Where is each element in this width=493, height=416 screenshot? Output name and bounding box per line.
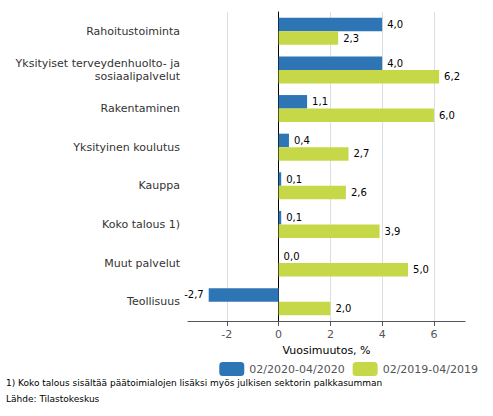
svg-text:4,0: 4,0 xyxy=(387,58,403,69)
svg-text:6,2: 6,2 xyxy=(444,71,460,82)
svg-text:Muut palvelut: Muut palvelut xyxy=(104,257,180,270)
svg-text:0,1: 0,1 xyxy=(286,212,302,223)
svg-text:1) Koko talous sisältää päätoi: 1) Koko talous sisältää päätoimialojen l… xyxy=(6,378,382,388)
svg-text:02/2020-04/2020: 02/2020-04/2020 xyxy=(249,363,344,376)
svg-text:0: 0 xyxy=(275,328,282,341)
svg-text:02/2019-04/2019: 02/2019-04/2019 xyxy=(383,363,478,376)
svg-text:Rahoitustoiminta: Rahoitustoiminta xyxy=(86,25,180,38)
svg-text:2,6: 2,6 xyxy=(351,187,367,198)
svg-text:6,0: 6,0 xyxy=(439,110,455,121)
svg-text:Koko talous 1): Koko talous 1) xyxy=(102,218,180,231)
svg-text:Rakentaminen: Rakentaminen xyxy=(101,102,180,115)
svg-text:Kauppa: Kauppa xyxy=(139,179,180,192)
svg-text:0,0: 0,0 xyxy=(284,251,300,262)
svg-text:Vuosimuutos, %: Vuosimuutos, % xyxy=(282,344,370,357)
svg-text:-2,7: -2,7 xyxy=(184,289,204,300)
svg-text:Yksityinen koulutus: Yksityinen koulutus xyxy=(72,141,180,154)
svg-text:4: 4 xyxy=(379,328,386,341)
svg-text:2,0: 2,0 xyxy=(335,303,351,314)
svg-text:0,4: 0,4 xyxy=(294,135,310,146)
svg-text:sosiaalipalvelut: sosiaalipalvelut xyxy=(95,70,181,83)
svg-text:Yksityiset terveydenhuolto- ja: Yksityiset terveydenhuolto- ja xyxy=(15,57,180,70)
svg-text:5,0: 5,0 xyxy=(413,264,429,275)
svg-text:2,7: 2,7 xyxy=(354,148,370,159)
svg-text:2: 2 xyxy=(327,328,334,341)
svg-text:3,9: 3,9 xyxy=(385,226,401,237)
svg-text:Teollisuus: Teollisuus xyxy=(126,295,180,308)
svg-text:4,0: 4,0 xyxy=(387,19,403,30)
svg-text:0,1: 0,1 xyxy=(286,174,302,185)
svg-text:2,3: 2,3 xyxy=(343,33,359,44)
svg-text:6: 6 xyxy=(430,328,437,341)
svg-text:Lähde: Tilastokeskus: Lähde: Tilastokeskus xyxy=(6,394,100,404)
svg-text:1,1: 1,1 xyxy=(312,96,328,107)
svg-text:-2: -2 xyxy=(221,328,232,341)
